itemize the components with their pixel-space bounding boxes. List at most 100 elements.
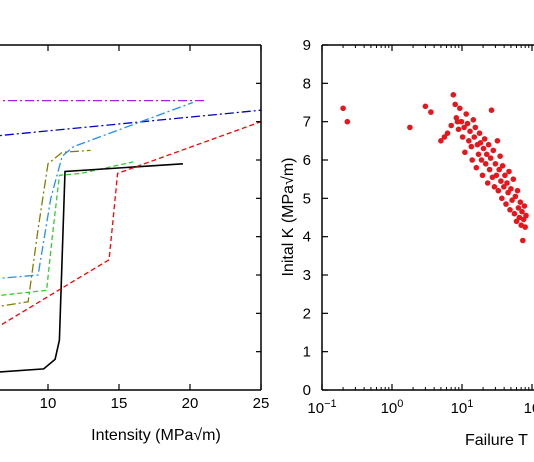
scatter-point: [502, 172, 508, 179]
scatter-point: [476, 130, 483, 136]
scatter-point: [512, 193, 519, 200]
scatter-point: [513, 218, 520, 225]
scatter-point: [468, 143, 475, 150]
scatter-point: [487, 155, 494, 161]
right-chart: 10−1 100 101 10 0 1 2 3 4 5 6 7 8 9 Failure T Inital…: [280, 37, 534, 449]
right-y-tick-label: 7: [303, 114, 311, 131]
right-x-tick-label: 100: [381, 398, 404, 417]
scatter-point: [497, 153, 503, 159]
scatter-point: [438, 138, 444, 144]
left-x-tick-label: 25: [253, 395, 270, 412]
left-series-line-3: [0, 149, 91, 307]
left-x-tick-label: 15: [111, 395, 128, 412]
scatter-point: [509, 197, 515, 203]
scatter-point: [444, 130, 451, 136]
scatter-point: [454, 118, 461, 125]
scatter-point: [481, 136, 488, 142]
scatter-point: [471, 134, 478, 140]
scatter-point: [457, 105, 463, 112]
scatter-point: [520, 237, 526, 244]
scatter-point: [492, 161, 499, 167]
scatter-point: [496, 166, 503, 173]
scatter-point: [488, 107, 495, 113]
left-series-line-6: [0, 121, 262, 327]
scatter-point: [475, 151, 482, 158]
scatter-point: [495, 187, 502, 194]
scatter-point: [482, 161, 489, 167]
right-x-axis-label: Failure T: [465, 432, 528, 449]
left-series-line-1: [0, 109, 262, 137]
scatter-point: [466, 138, 472, 144]
scatter-point: [452, 101, 459, 108]
scatter-point: [463, 111, 470, 117]
left-x-tick-label: 10: [40, 395, 57, 412]
scatter-point: [467, 128, 473, 135]
scatter-point: [499, 195, 505, 202]
scatter-point: [484, 180, 491, 186]
scatter-point: [473, 164, 480, 171]
scatter-point: [485, 141, 492, 148]
scatter-point: [493, 172, 500, 179]
scatter-point: [483, 151, 490, 158]
left-series-line-4: [0, 161, 134, 297]
right-y-tick-label: 6: [303, 152, 311, 169]
scatter-point: [523, 212, 529, 219]
scatter-point: [461, 124, 467, 131]
scatter-point: [514, 187, 521, 194]
left-series-line-5: [0, 163, 183, 373]
scatter-point: [511, 210, 518, 217]
scatter-point: [472, 124, 479, 131]
scatter-point: [479, 172, 486, 179]
right-axis-frame: [321, 44, 534, 391]
right-y-tick-label: 5: [303, 190, 311, 207]
scatter-point: [503, 201, 509, 207]
scatter-point: [464, 120, 471, 127]
scatter-point: [516, 214, 523, 221]
right-x-tick-label: 10: [524, 400, 534, 417]
scatter-point: [506, 168, 512, 175]
scatter-point: [486, 166, 493, 173]
scatter-point: [422, 103, 429, 110]
scatter-point: [470, 117, 477, 123]
scatter-point: [344, 118, 351, 125]
left-x-axis-label: Intensity (MPa√m): [91, 427, 221, 444]
scatter-point: [515, 205, 522, 211]
left-chart: 10 15 20 25 Intensity (MPa√m): [0, 44, 270, 444]
scatter-point: [477, 140, 484, 146]
scatter-point: [508, 186, 514, 192]
scatter-point: [522, 224, 528, 230]
scatter-point: [340, 105, 346, 112]
right-y-ticks: 0 1 2 3 4 5 6 7 8 9: [303, 37, 328, 399]
scatter-point: [517, 199, 524, 205]
left-series-line-2: [0, 101, 194, 279]
left-x-ticks: 10 15 20 25: [40, 45, 270, 412]
left-plot-series: [0, 99, 262, 373]
scatter-point: [480, 145, 487, 152]
scatter-point: [448, 122, 455, 129]
scatter-point: [504, 180, 510, 186]
scatter-point: [455, 126, 462, 133]
scatter-point: [499, 163, 506, 169]
left-x-tick-label: 20: [182, 395, 199, 412]
scatter-point: [507, 207, 513, 213]
scatter-point: [510, 176, 517, 182]
scatter-point: [407, 124, 413, 131]
scatter-point: [501, 184, 507, 190]
scatter-point: [450, 92, 457, 98]
right-y-tick-label: 1: [303, 344, 311, 361]
scatter-point: [441, 134, 448, 140]
right-y-tick-label: 0: [303, 382, 311, 399]
scatter-point: [478, 157, 485, 163]
right-y-tick-label: 8: [303, 75, 311, 92]
scatter-point: [459, 134, 466, 140]
scatter-point: [490, 147, 497, 154]
right-x-tick-label: 101: [451, 398, 474, 417]
scatter-point: [428, 109, 434, 115]
right-y-axis-label: Inital K (MPa√m): [280, 157, 297, 276]
right-x-tick-label: 10−1: [307, 398, 336, 417]
right-y-tick-label: 4: [303, 229, 311, 246]
scatter-point: [494, 138, 501, 144]
right-plot-points: [340, 92, 529, 244]
right-y-tick-label: 3: [303, 267, 311, 284]
